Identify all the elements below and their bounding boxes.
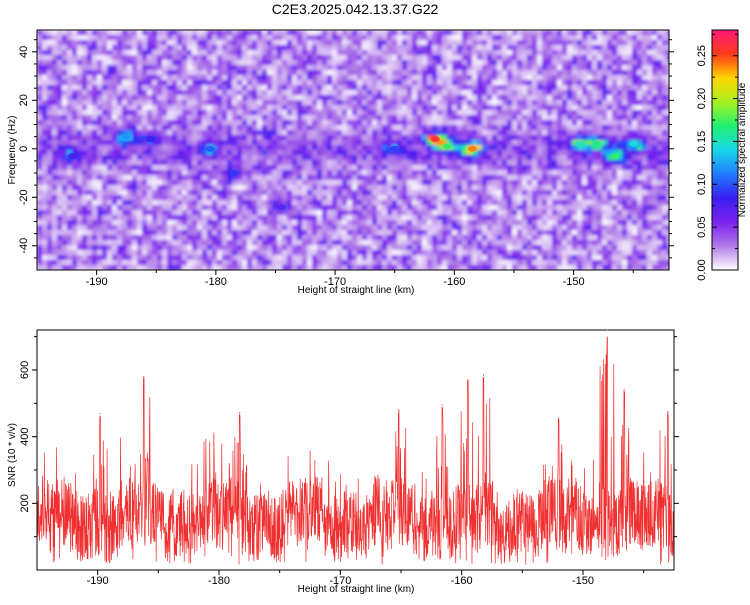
snr-peak-7 xyxy=(99,413,100,414)
colorbar-tick-4: 0.20 xyxy=(696,88,708,109)
snr-y-tick-0: 200 xyxy=(19,494,31,512)
snr-y-axis-label: SNR (10 * v/v) xyxy=(7,423,18,487)
heatmap-hotspot-3 xyxy=(593,141,602,147)
colorbar: 0.00 0.05 0.10 0.15 0.20 0.25 Normalized spec… xyxy=(696,30,748,281)
snr-y-tick-2: 600 xyxy=(19,361,31,379)
heatmap-y-tick-1: -20 xyxy=(18,189,30,205)
heatmap-hotspot-1 xyxy=(468,146,477,152)
heatmap-x-axis-label: Height of straight line (km) xyxy=(298,285,415,296)
heatmap-field xyxy=(37,30,673,271)
heatmap-y-tick-0: -40 xyxy=(18,238,30,254)
heatmap-x-tick-3: -160 xyxy=(443,276,465,288)
snr-x-tick-1: -180 xyxy=(208,575,230,587)
snr-peak-0 xyxy=(143,376,144,377)
snr-x-tick-3: -160 xyxy=(451,575,473,587)
heatmap-x-tick-1: -180 xyxy=(205,276,227,288)
snr-peak-5 xyxy=(558,418,559,419)
colorbar-gradient xyxy=(712,30,738,270)
heatmap-hotspot-9 xyxy=(229,170,238,176)
colorbar-tick-3: 0.15 xyxy=(696,131,708,152)
colorbar-tick-0: 0.00 xyxy=(696,259,708,280)
snr-peak-4 xyxy=(624,389,625,390)
snr-peak-1 xyxy=(483,374,484,375)
colorbar-tick-1: 0.05 xyxy=(696,216,708,237)
colorbar-tick-2: 0.10 xyxy=(696,174,708,195)
snr-y-tick-1: 400 xyxy=(19,427,31,445)
heatmap-hotspot-11 xyxy=(390,146,399,152)
snr-x-tick-4: -150 xyxy=(572,575,594,587)
chart-title: C2E3.2025.042.13.37.G22 xyxy=(272,1,439,17)
heatmap-y-axis-label: Frequency (Hz) xyxy=(7,116,18,185)
snr-peak-8 xyxy=(442,404,443,405)
snr-peak-9 xyxy=(398,409,399,410)
heatmap-x-tick-0: -190 xyxy=(86,276,108,288)
heatmap-hotspot-0 xyxy=(431,136,440,142)
snr-peak-6 xyxy=(239,412,240,413)
heatmap-hotspot-6 xyxy=(629,141,638,147)
heatmap-cells xyxy=(37,30,673,271)
snr-peak-2 xyxy=(467,379,468,380)
snr-peak-10 xyxy=(667,411,668,412)
heatmap-y-tick-2: 0 xyxy=(18,146,30,152)
heatmap-hotspot-8 xyxy=(205,146,214,152)
colorbar-tick-5: 0.25 xyxy=(696,45,708,66)
heatmap-hotspot-7 xyxy=(122,134,131,140)
heatmap-x-tick-4: -150 xyxy=(563,276,585,288)
heatmap-y-tick-4: 40 xyxy=(18,46,30,58)
heatmap-hotspot-12 xyxy=(277,204,286,210)
heatmap-hotspot-5 xyxy=(575,141,584,147)
heatmap-hotspot-4 xyxy=(611,153,620,159)
heatmap-hotspot-13 xyxy=(146,136,155,142)
snr-peak-3 xyxy=(607,329,608,330)
snr-x-tick-0: -190 xyxy=(87,575,109,587)
heatmap-hotspot-10 xyxy=(68,153,77,159)
snr-x-axis-label: Height of straight line (km) xyxy=(298,584,415,595)
heatmap-hotspot-2 xyxy=(443,143,452,149)
colorbar-label: Normalized spectral amplitude xyxy=(737,82,748,217)
heatmap-y-tick-3: 20 xyxy=(18,94,30,106)
